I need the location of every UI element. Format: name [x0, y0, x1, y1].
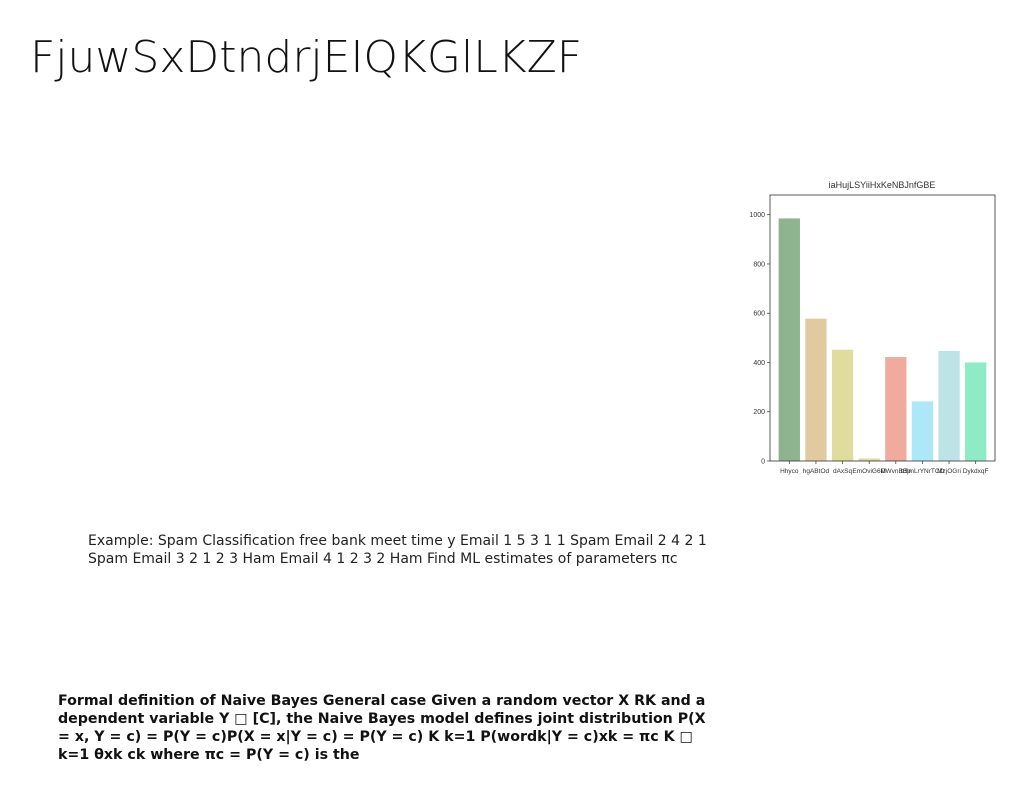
slide-title: FjuwSxDtndrjEIQKGlLKZF — [30, 32, 583, 83]
x-tick-label: DWvnBBp — [881, 468, 911, 475]
y-tick-label: 400 — [753, 360, 765, 367]
y-tick-label: 200 — [753, 409, 765, 416]
y-tick-label: 1000 — [749, 212, 765, 219]
x-tick-label: hgABtOd — [803, 468, 830, 475]
x-tick-label: Hhyco — [780, 468, 799, 475]
y-tick-label: 600 — [753, 311, 765, 318]
x-tick-label: EmOviG6M — [852, 468, 886, 475]
y-tick-label: 800 — [753, 261, 765, 268]
x-tick-label: bSmLrYNrTCD — [901, 468, 945, 475]
x-axis: Hhyco hgABtOd dAxSq EmOviG6MDWvnBBpbSmLrYNr… — [780, 461, 989, 475]
bar-chart: iaHujLSYiiHxKeNBJnfGBE 0 200 400 600 800 1000… — [742, 175, 1000, 485]
x-tick-label: dAxSq — [833, 468, 853, 475]
x-tick-label: DykdxqF — [963, 468, 989, 475]
bar-chart-svg: iaHujLSYiiHxKeNBJnfGBE 0 200 400 600 800 1000… — [749, 180, 996, 475]
chart-title: iaHujLSYiiHxKeNBJnfGBE — [829, 180, 936, 190]
bar-bSmLrYNrTCD — [911, 401, 934, 461]
bar-MzjOGri — [938, 350, 960, 461]
bar-EmOviG6M — [858, 458, 880, 461]
bars-group — [778, 218, 987, 461]
y-axis: 0 200 400 600 800 1000 — [749, 212, 770, 466]
x-tick-label: MzjOGri — [937, 468, 961, 475]
bar-dAxSq — [831, 349, 854, 461]
bar-DykdxqF — [965, 362, 987, 461]
definition-paragraph: Formal definition of Naive Bayes General… — [58, 693, 706, 763]
y-tick-label: 0 — [761, 459, 765, 466]
bar-hgABtOd — [805, 318, 827, 461]
bar-Hhyco — [778, 218, 800, 461]
plot-frame — [769, 194, 996, 462]
example-paragraph: Example: Spam Classification free bank m… — [88, 533, 707, 567]
bar-DWvnBBp — [885, 357, 907, 461]
